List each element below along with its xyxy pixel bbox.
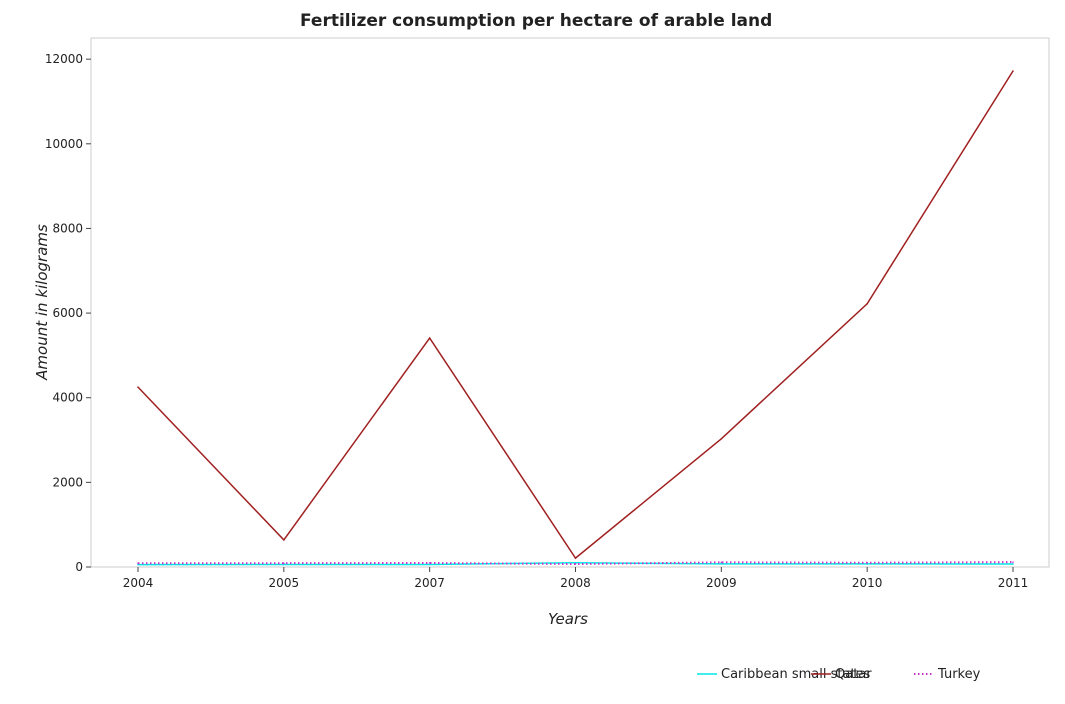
x-tick-label: 2009 xyxy=(706,576,737,590)
data-point-qatar xyxy=(574,557,577,559)
series-line-qatar xyxy=(137,70,1014,560)
y-axis: 0 2000 4000 6000 8000 10000 12000 xyxy=(45,52,91,574)
chart-title: Fertilizer consumption per hectare of ar… xyxy=(300,11,772,31)
data-point-qatar xyxy=(866,302,868,305)
data-point-caribbean-small-states xyxy=(1012,563,1014,565)
legend-label-turkey: Turkey xyxy=(937,667,981,682)
x-tick-label: 2007 xyxy=(414,576,445,590)
y-tick-label: 0 xyxy=(75,560,83,574)
data-point-turkey xyxy=(720,561,723,564)
y-tick-label: 8000 xyxy=(52,221,83,235)
data-point-turkey xyxy=(137,562,139,564)
x-tick-label: 2004 xyxy=(123,576,154,590)
y-axis-label: Amount in kilograms xyxy=(33,224,51,381)
x-axis: 2004 2005 2007 2008 2009 2010 2011 xyxy=(123,567,1029,590)
x-tick-label: 2010 xyxy=(852,576,883,590)
data-point-turkey xyxy=(574,563,577,565)
x-axis-label: Years xyxy=(548,610,588,628)
data-point-qatar xyxy=(137,386,139,388)
plot-area xyxy=(90,37,1050,568)
y-tick-label: 2000 xyxy=(52,475,83,489)
x-tick-label: 2005 xyxy=(269,576,300,590)
data-point-qatar xyxy=(1012,70,1014,72)
data-point-qatar xyxy=(720,437,723,440)
legend-label-caribbean-small-states: Caribbean small states xyxy=(721,667,871,682)
data-point-qatar xyxy=(283,539,285,541)
data-point-caribbean-small-states xyxy=(137,563,139,566)
data-point-turkey xyxy=(1012,561,1014,563)
y-tick-label: 10000 xyxy=(45,137,83,151)
y-tick-label: 4000 xyxy=(52,391,83,405)
x-tick-label: 2011 xyxy=(998,576,1029,590)
data-point-turkey xyxy=(283,562,285,564)
y-tick-label: 12000 xyxy=(45,52,83,66)
data-point-turkey xyxy=(428,562,431,564)
series-layer xyxy=(137,70,1014,566)
data-point-caribbean-small-states xyxy=(720,563,723,565)
y-tick-label: 6000 xyxy=(52,306,83,320)
data-point-caribbean-small-states xyxy=(428,563,431,566)
data-point-qatar xyxy=(428,337,431,339)
legend-label-qatar: Qatar xyxy=(835,667,872,682)
data-point-turkey xyxy=(866,561,868,564)
x-tick-label: 2008 xyxy=(560,576,591,590)
